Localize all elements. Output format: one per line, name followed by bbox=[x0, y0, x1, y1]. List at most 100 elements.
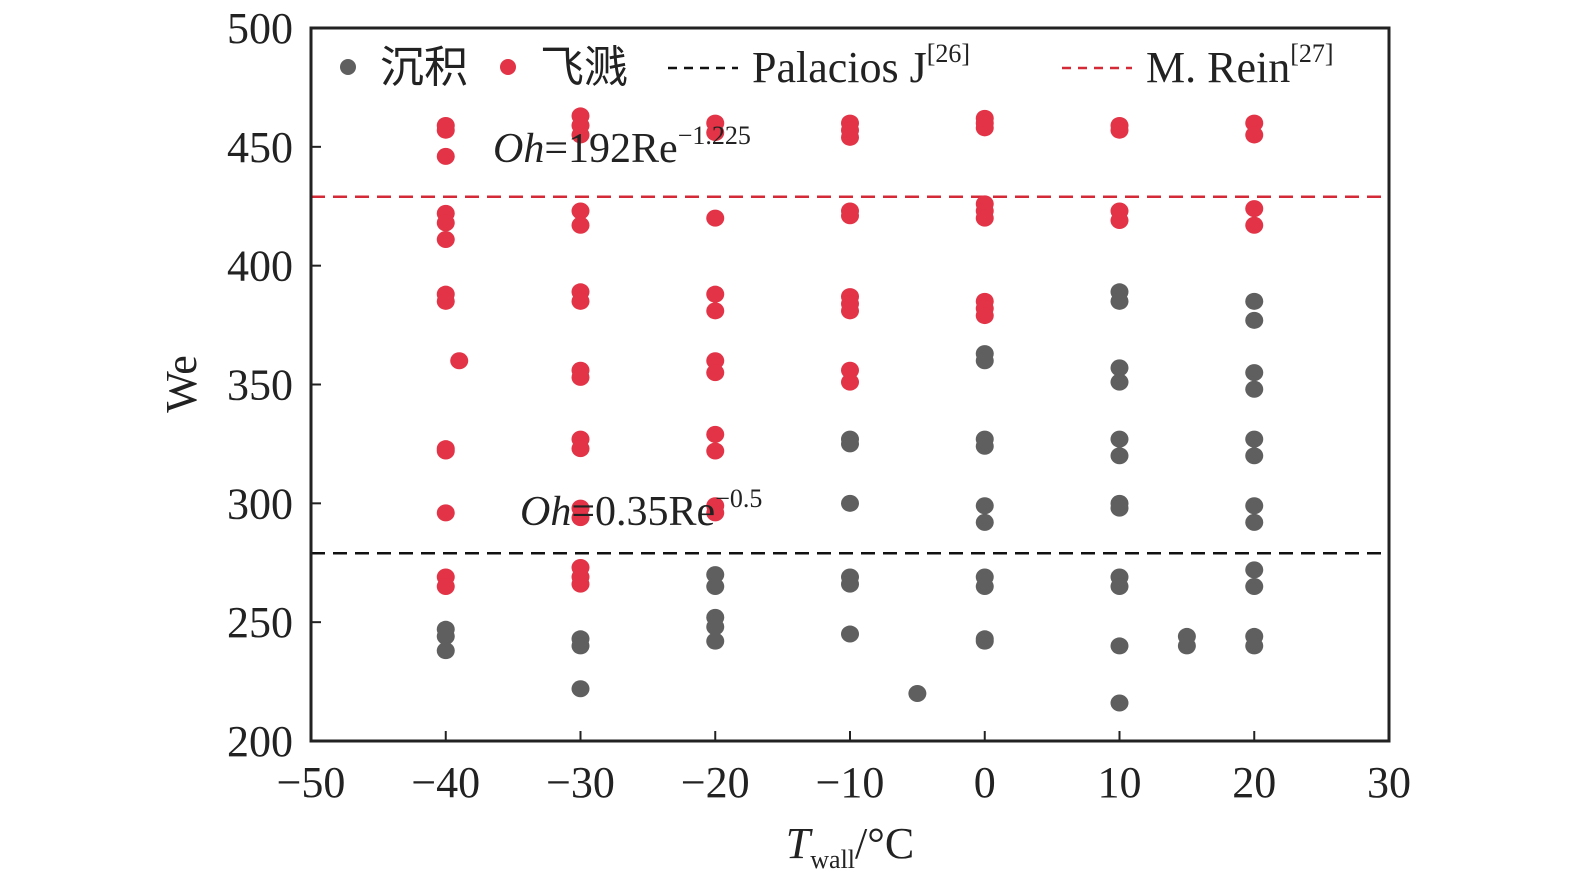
legend-label-palacios: Palacios J[26] bbox=[752, 39, 970, 92]
deposit-point bbox=[1245, 513, 1264, 531]
x-tick-label: −20 bbox=[681, 758, 750, 807]
deposit-point bbox=[1245, 292, 1264, 310]
splash-point bbox=[436, 504, 455, 522]
splash-point bbox=[571, 575, 590, 593]
deposit-point bbox=[706, 578, 725, 596]
deposit-point bbox=[1245, 578, 1264, 596]
splash-point bbox=[571, 126, 590, 144]
deposit-point bbox=[1245, 311, 1264, 329]
x-tick-label: 10 bbox=[1098, 758, 1142, 807]
splash-point bbox=[1110, 212, 1129, 230]
deposit-point bbox=[1110, 637, 1129, 655]
deposit-point bbox=[1245, 364, 1264, 382]
deposit-point bbox=[1177, 637, 1196, 655]
y-tick-label: 300 bbox=[227, 479, 293, 528]
deposit-point bbox=[841, 575, 859, 593]
deposit-point bbox=[1110, 430, 1129, 448]
y-tick-label: 400 bbox=[227, 242, 293, 291]
deposit-point bbox=[975, 437, 994, 455]
deposit-point bbox=[975, 513, 994, 531]
deposit-point bbox=[908, 684, 927, 702]
splash-point bbox=[571, 202, 590, 220]
splash-point bbox=[841, 128, 859, 146]
splash-point bbox=[975, 209, 994, 227]
deposit-point bbox=[1110, 447, 1129, 465]
deposit-point bbox=[1110, 499, 1129, 517]
splash-point bbox=[1110, 121, 1129, 139]
deposit-point bbox=[436, 627, 455, 645]
deposit-point bbox=[1245, 637, 1264, 655]
splash-point bbox=[450, 352, 469, 370]
splash-point bbox=[436, 147, 455, 165]
splash-point bbox=[1245, 126, 1264, 144]
deposit-point bbox=[1245, 561, 1264, 579]
y-tick-label: 350 bbox=[227, 361, 293, 410]
x-tick-label: 0 bbox=[974, 758, 996, 807]
x-axis-label: Twall/°C bbox=[786, 819, 914, 874]
splash-point bbox=[436, 292, 455, 310]
legend-marker-deposit bbox=[340, 59, 356, 75]
splash-point bbox=[706, 352, 725, 370]
deposit-point bbox=[841, 494, 859, 512]
splash-point bbox=[975, 119, 994, 137]
x-tick-label: 20 bbox=[1232, 758, 1276, 807]
deposit-point bbox=[706, 566, 725, 584]
y-axis-ticks: 200 250 300 350 400 450 500 bbox=[227, 4, 321, 766]
deposit-point bbox=[1245, 447, 1264, 465]
splash-point bbox=[436, 121, 455, 139]
splash-point bbox=[841, 361, 859, 379]
splash-point bbox=[1245, 200, 1264, 218]
splash-point bbox=[706, 425, 725, 443]
deposit-point bbox=[1110, 292, 1129, 310]
deposit-point bbox=[571, 637, 590, 655]
legend-label-splash: 飞溅 bbox=[540, 43, 628, 92]
splash-point bbox=[841, 302, 859, 320]
deposit-point bbox=[1245, 497, 1264, 515]
deposit-point bbox=[1245, 380, 1264, 398]
x-tick-label: −10 bbox=[816, 758, 885, 807]
y-axis-label: We bbox=[157, 355, 206, 413]
splash-point bbox=[1245, 216, 1264, 234]
annotation-palacios: Oh=0.35Re−0.5 bbox=[520, 484, 762, 535]
deposit-point bbox=[706, 632, 725, 650]
deposit-point bbox=[975, 578, 994, 596]
splash-point bbox=[841, 373, 859, 391]
x-tick-label: −40 bbox=[411, 758, 480, 807]
splash-point bbox=[436, 442, 455, 460]
splash-point bbox=[1245, 114, 1264, 132]
annotation-rein: Oh=192Re−1.225 bbox=[493, 121, 751, 172]
deposit-point bbox=[1110, 578, 1129, 596]
deposit-point bbox=[1110, 694, 1129, 712]
y-tick-label: 450 bbox=[227, 123, 293, 172]
x-tick-label: −30 bbox=[546, 758, 615, 807]
deposit-point bbox=[1245, 430, 1264, 448]
splash-point bbox=[706, 285, 725, 303]
splash-point bbox=[706, 302, 725, 320]
y-tick-label: 500 bbox=[227, 4, 293, 53]
legend-label-rein: M. Rein[27] bbox=[1146, 39, 1334, 92]
x-tick-label: 30 bbox=[1367, 758, 1411, 807]
splash-point bbox=[571, 368, 590, 386]
data-points bbox=[436, 107, 1264, 712]
splash-point bbox=[975, 307, 994, 325]
splash-point bbox=[571, 292, 590, 310]
deposit-point bbox=[1110, 373, 1129, 391]
deposit-point bbox=[975, 632, 994, 650]
x-axis-ticks: −50 −40 −30 −20 −10 0 10 20 30 bbox=[277, 731, 1411, 807]
splash-point bbox=[571, 440, 590, 458]
deposit-point bbox=[841, 625, 859, 643]
legend-marker-splash bbox=[500, 59, 516, 75]
deposit-point bbox=[975, 497, 994, 515]
splash-point bbox=[436, 578, 455, 596]
splash-point bbox=[571, 509, 590, 527]
splash-point bbox=[436, 231, 455, 249]
deposit-point bbox=[706, 618, 725, 636]
splash-point bbox=[706, 209, 725, 227]
splash-point bbox=[571, 216, 590, 234]
splash-point bbox=[436, 214, 455, 232]
splash-point bbox=[706, 124, 725, 142]
legend-label-deposit: 沉积 bbox=[380, 43, 468, 92]
reference-lines bbox=[311, 195, 1389, 555]
splash-point bbox=[706, 504, 725, 522]
